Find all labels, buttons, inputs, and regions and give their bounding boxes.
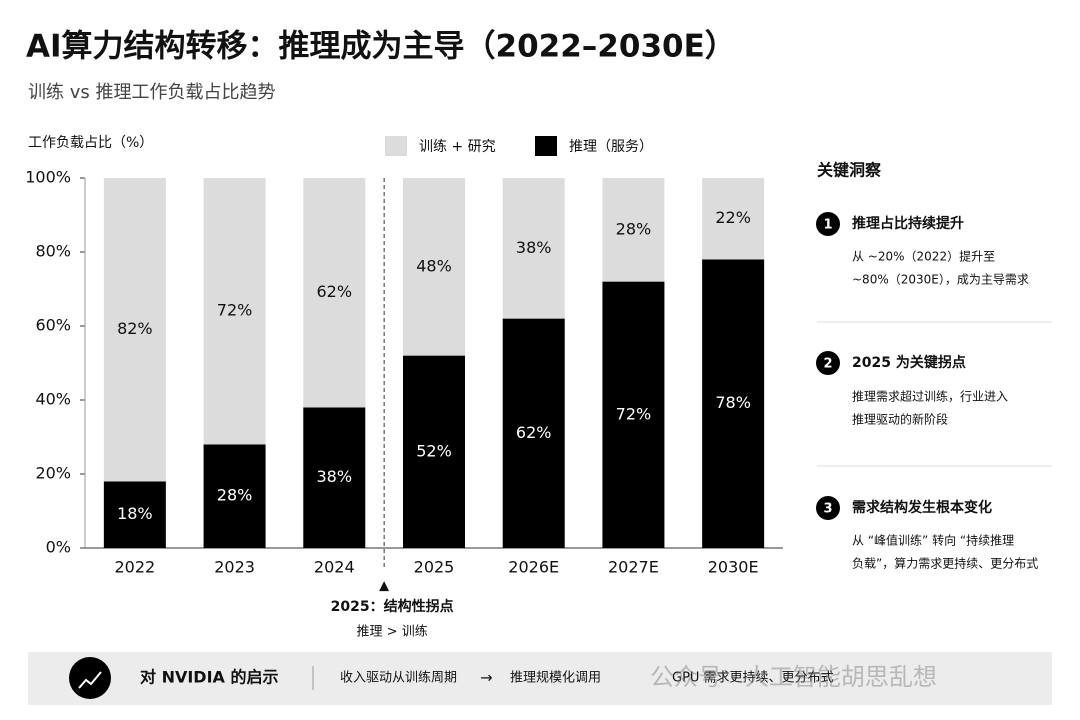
x-tick-label: 2025	[414, 558, 455, 577]
value-label: 62%	[317, 282, 353, 301]
x-tick-label: 2024	[314, 558, 355, 577]
insight-text: 推理驱动的新阶段	[852, 412, 948, 427]
footer-band	[28, 652, 1052, 705]
legend-swatch	[385, 136, 407, 156]
y-tick-label: 80%	[35, 242, 71, 261]
bar-segment	[702, 178, 765, 260]
insight-badge	[816, 212, 840, 236]
value-label: 82%	[117, 319, 153, 338]
insight-badge	[816, 496, 840, 520]
insight-heading: 2025 为关键拐点	[852, 354, 966, 371]
insight-text: 推理需求超过训练，行业进入	[852, 389, 1008, 404]
value-label: 28%	[616, 219, 652, 238]
bar-segment	[602, 281, 665, 548]
annotation-marker: ▲	[379, 579, 389, 594]
legend-label: 训练 + 研究	[419, 139, 496, 155]
insights-title: 关键洞察	[817, 161, 882, 180]
value-label: 72%	[616, 404, 652, 423]
value-label: 22%	[715, 208, 751, 227]
x-tick-label: 2030E	[708, 558, 759, 577]
footer-note: GPU 需求更持续、更分布式	[672, 671, 834, 686]
x-tick-label: 2026E	[508, 558, 559, 577]
value-label: 28%	[217, 486, 253, 505]
insight-number: 3	[823, 502, 832, 517]
footer-icon-line	[78, 671, 102, 689]
bar-segment	[702, 259, 765, 548]
y-tick-label: 20%	[35, 464, 71, 483]
footer-arrow: →	[480, 669, 493, 687]
insight-number: 1	[823, 218, 832, 233]
insight-heading: 推理占比持续提升	[852, 215, 964, 232]
insight-text: 从 ~20%（2022）提升至	[852, 249, 995, 264]
y-tick-label: 0%	[46, 538, 71, 557]
value-label: 38%	[317, 467, 353, 486]
chart-title: AI算力结构转移：推理成为主导（2022–2030E）	[26, 29, 736, 65]
bar-segment	[403, 178, 465, 356]
value-label: 52%	[416, 441, 452, 460]
value-label: 72%	[217, 301, 253, 320]
watermark: 公众号 · 人工智能胡思乱想	[650, 663, 937, 691]
x-tick-label: 2022	[114, 558, 155, 577]
value-label: 62%	[516, 423, 552, 442]
footer-icon	[69, 657, 111, 699]
y-axis-label: 工作负载占比（%）	[28, 135, 153, 151]
insight-text: 负载”，算力需求更持续、更分布式	[852, 556, 1038, 571]
value-label: 38%	[516, 238, 552, 257]
annotation-title: 2025：结构性拐点	[331, 598, 454, 615]
bar-segment	[103, 481, 166, 548]
legend-label: 推理（服务）	[569, 139, 653, 155]
bar-segment	[502, 318, 565, 548]
insight-text: ~80%（2030E），成为主导需求	[852, 273, 1029, 287]
bar-segment	[103, 178, 166, 482]
bar-segment	[403, 355, 465, 548]
bar-segment	[203, 178, 266, 445]
annotation-text: 推理 > 训练	[357, 625, 428, 640]
insight-number: 2	[823, 357, 832, 372]
bar-segment	[602, 178, 665, 282]
bar-segment	[303, 407, 366, 548]
x-tick-label: 2027E	[608, 558, 659, 577]
chart-subtitle: 训练 vs 推理工作负载占比趋势	[28, 82, 275, 103]
legend-swatch	[535, 136, 557, 156]
insight-text: 从 “峰值训练” 转向 “持续推理	[852, 533, 1014, 548]
value-label: 78%	[715, 393, 751, 412]
insight-heading: 需求结构发生根本变化	[852, 499, 992, 516]
y-tick-label: 100%	[25, 168, 71, 187]
value-label: 18%	[117, 504, 153, 523]
y-tick-label: 60%	[35, 316, 71, 335]
bar-segment	[502, 178, 565, 319]
y-tick-label: 40%	[35, 390, 71, 409]
bar-segment	[203, 444, 266, 548]
value-label: 48%	[416, 256, 452, 275]
footer-from: 收入驱动从训练周期	[340, 671, 457, 686]
x-tick-label: 2023	[214, 558, 255, 577]
bar-segment	[303, 178, 366, 408]
footer-title: 对 NVIDIA 的启示	[140, 668, 279, 687]
insight-badge	[816, 351, 840, 375]
footer-to: 推理规模化调用	[510, 671, 601, 686]
